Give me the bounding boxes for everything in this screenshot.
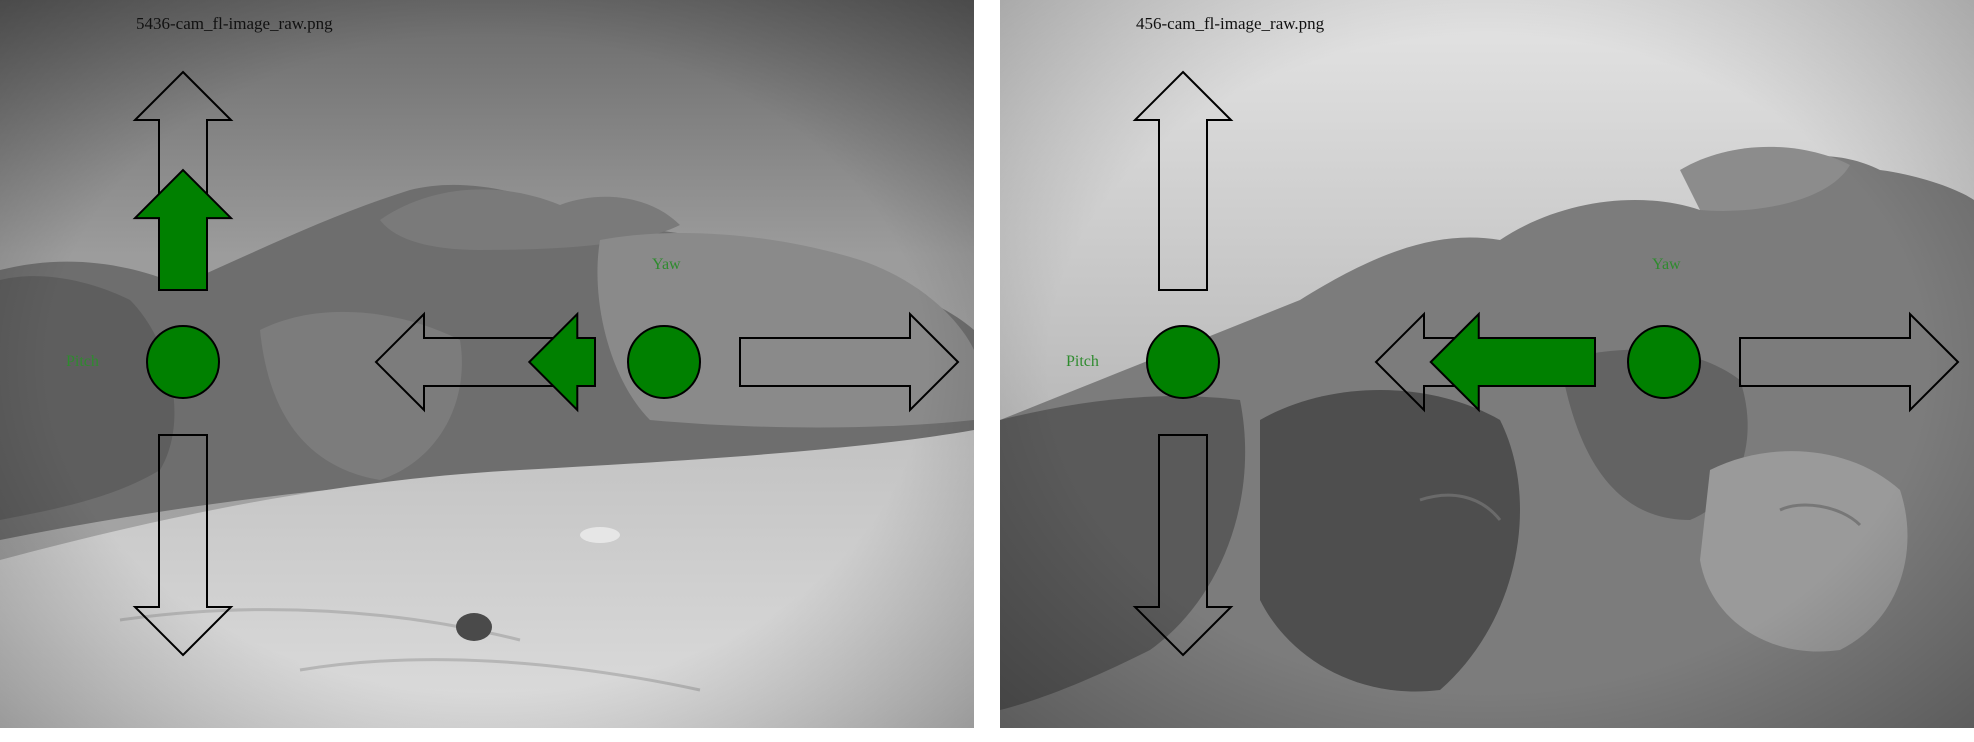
orientation-overlay	[132, 70, 960, 657]
yaw-indicator-arrow	[527, 311, 596, 413]
yaw-indicator-arrow	[1429, 311, 1596, 413]
pitch-label: Pitch	[1066, 353, 1099, 370]
camera-panel-right: 456-cam_fl-image_raw.png Pitch Yaw	[1000, 0, 1974, 728]
pitch-indicator-arrow	[132, 168, 234, 291]
pitch-down-arrow-outline	[1132, 434, 1234, 657]
yaw-center-dot	[1627, 325, 1701, 399]
pitch-down-arrow-outline	[132, 434, 234, 657]
pitch-label: Pitch	[66, 353, 99, 370]
pitch-up-arrow-outline	[1132, 70, 1234, 291]
image-filename: 456-cam_fl-image_raw.png	[1136, 14, 1325, 33]
pitch-center-dot	[146, 325, 220, 399]
orientation-overlay	[1132, 70, 1960, 657]
underwater-image-left	[0, 0, 974, 728]
yaw-right-arrow-outline	[1739, 311, 1960, 413]
yaw-label: Yaw	[1652, 256, 1681, 273]
image-filename: 5436-cam_fl-image_raw.png	[136, 14, 333, 33]
yaw-label: Yaw	[652, 256, 681, 273]
camera-panel-left: 5436-cam_fl-image_raw.png Pitch Yaw	[0, 0, 974, 728]
pitch-center-dot	[1146, 325, 1220, 399]
yaw-center-dot	[627, 325, 701, 399]
yaw-right-arrow-outline	[739, 311, 960, 413]
